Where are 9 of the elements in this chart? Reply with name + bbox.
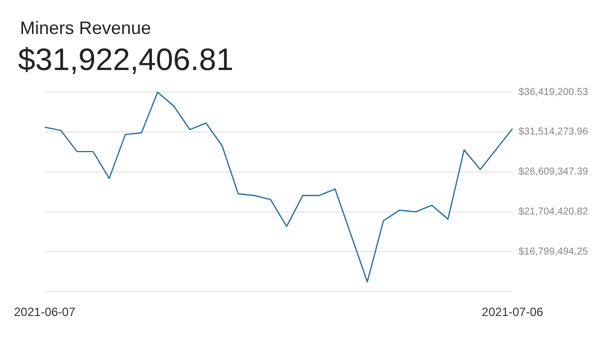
x-tick-label: 2021-07-06 [482,305,544,320]
y-tick-label: $21,704,420.82 [518,206,588,218]
y-tick-label: $26,609,347.39 [518,166,588,178]
x-tick-label: 2021-06-07 [14,305,76,320]
chart-subtitle: $31,922,406.81 [18,42,234,78]
y-tick-label: $36,419,200.53 [518,86,588,98]
y-tick-label: $16,799,494.25 [518,246,588,258]
y-tick-label: $31,514,273.96 [518,126,588,138]
chart-title: Miners Revenue [20,18,152,39]
